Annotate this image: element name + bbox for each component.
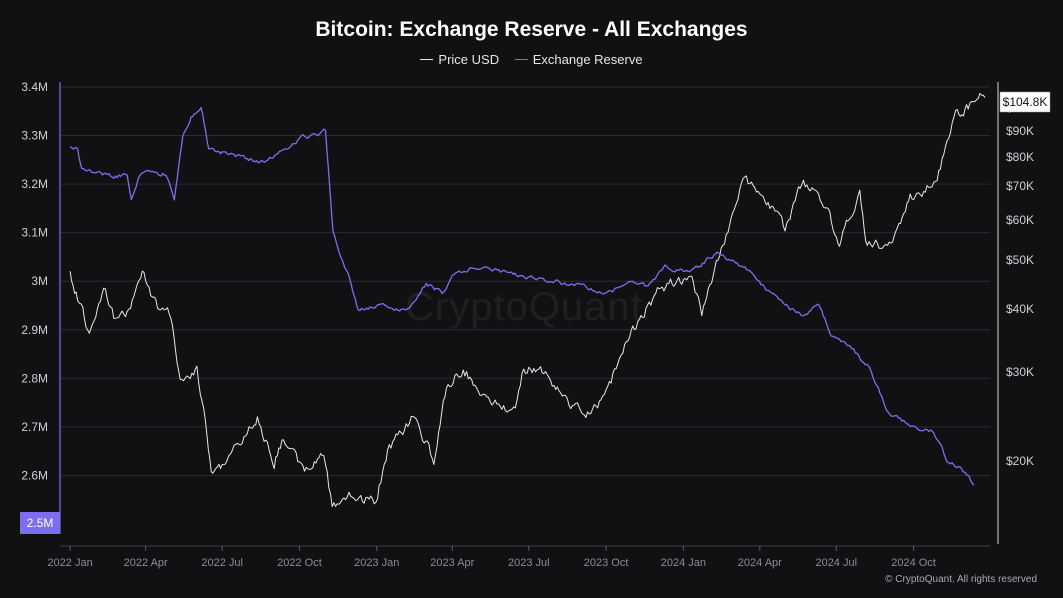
series-layer bbox=[69, 92, 986, 507]
left-tick-label: 2.6M bbox=[21, 468, 48, 482]
chart-title: Bitcoin: Exchange Reserve - All Exchange… bbox=[315, 18, 748, 41]
x-tick-label: 2022 Apr bbox=[124, 557, 168, 569]
left-tick-label: 3.1M bbox=[21, 226, 48, 240]
x-tick-label: 2024 Oct bbox=[891, 557, 936, 569]
legend-item-price[interactable]: Price USD bbox=[420, 52, 499, 67]
price-last-value-box bbox=[999, 91, 1051, 113]
x-tick-label: 2024 Apr bbox=[738, 557, 782, 569]
right-tick-label: $40K bbox=[1006, 302, 1034, 316]
reserve-last-value-box bbox=[20, 512, 60, 534]
watermark: CryptoQuant bbox=[405, 285, 643, 329]
right-tick-label: $30K bbox=[1006, 365, 1034, 379]
legend-item-reserve[interactable]: Exchange Reserve bbox=[514, 52, 643, 67]
left-tick-label: 3M bbox=[31, 274, 48, 288]
right-tick-label: $50K bbox=[1006, 253, 1034, 267]
right-tick-label: $80K bbox=[1006, 150, 1034, 164]
x-tick-label: 2023 Jan bbox=[354, 557, 399, 569]
x-tick-label: 2023 Apr bbox=[430, 557, 474, 569]
x-tick-label: 2022 Jan bbox=[47, 557, 92, 569]
left-tick-label: 3.3M bbox=[21, 129, 48, 143]
grid bbox=[60, 86, 990, 476]
reserve-last-value-label: 2.5M bbox=[27, 516, 54, 530]
x-tick-label: 2022 Oct bbox=[277, 557, 322, 569]
x-tick-label: 2023 Oct bbox=[584, 557, 629, 569]
x-tick-label: 2022 Jul bbox=[201, 557, 243, 569]
left-tick-label: 2.7M bbox=[21, 420, 48, 434]
right-tick-label: $90K bbox=[1006, 124, 1034, 138]
legend-swatch-reserve bbox=[514, 58, 528, 61]
left-tick-label: 3.4M bbox=[21, 80, 48, 94]
left-tick-label: 3.2M bbox=[21, 177, 48, 191]
legend: Price USD Exchange Reserve bbox=[0, 52, 1063, 67]
x-tick-label: 2024 Jan bbox=[661, 557, 706, 569]
left-tick-label: 2.8M bbox=[21, 371, 48, 385]
left-tick-label: 2.9M bbox=[21, 323, 48, 337]
right-tick-label: $60K bbox=[1006, 213, 1034, 227]
price-last-value-label: $104.8K bbox=[1003, 95, 1048, 109]
right-tick-label: $20K bbox=[1006, 454, 1034, 468]
x-tick-label: 2023 Jul bbox=[508, 557, 550, 569]
right-tick-label: $70K bbox=[1006, 179, 1034, 193]
price-line bbox=[69, 92, 986, 507]
legend-label-reserve: Exchange Reserve bbox=[532, 52, 643, 67]
legend-label-price: Price USD bbox=[438, 52, 500, 67]
legend-swatch-price bbox=[420, 58, 434, 61]
reserve-line bbox=[69, 106, 975, 486]
value-labels: $104.8K 2.5M bbox=[20, 91, 1051, 534]
axes: 2.6M 2.7M 2.8M 2.9M 3M 3.1M 3.2M 3.3M 3.4M $20K $3… bbox=[21, 80, 1040, 569]
copyright-text: © CryptoQuant. All rights reserved bbox=[885, 574, 1037, 585]
x-tick-label: 2024 Jul bbox=[815, 557, 857, 569]
